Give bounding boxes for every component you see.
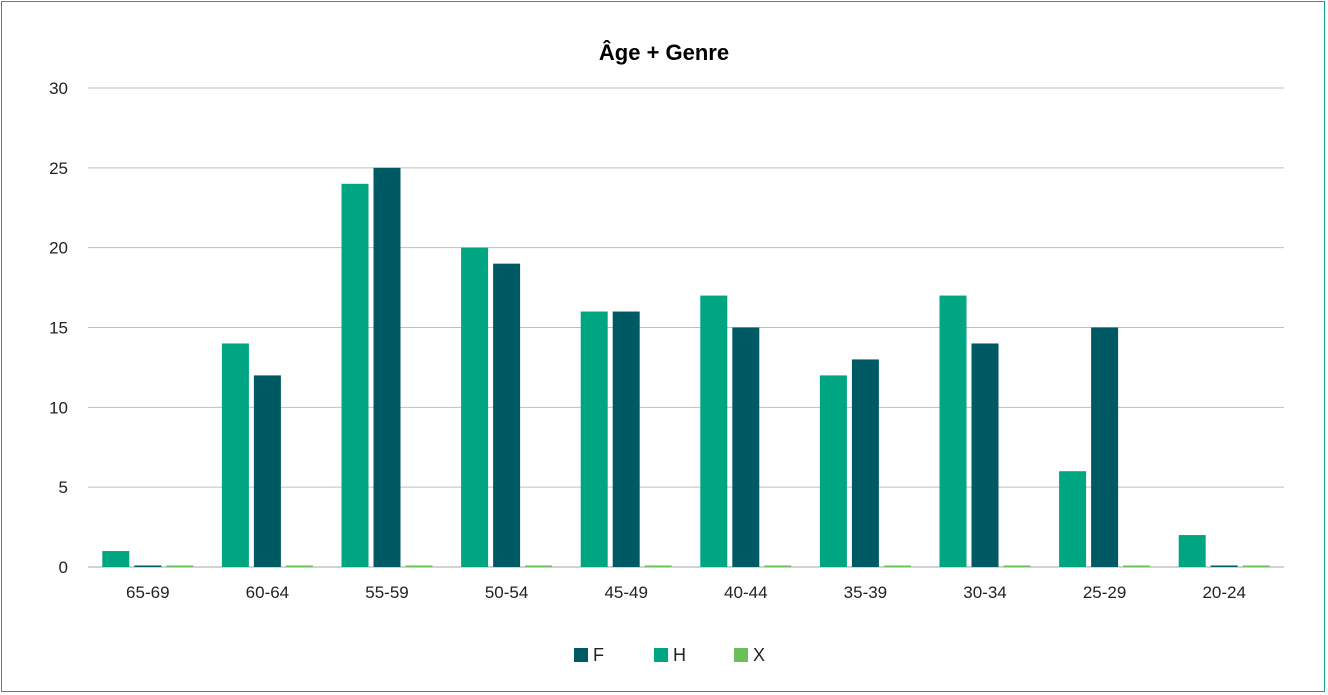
x-tick-label: 35-39	[844, 583, 887, 602]
x-tick-label: 65-69	[126, 583, 169, 602]
bar-h-20-24	[1178, 535, 1206, 567]
x-tick-label: 30-34	[963, 583, 1006, 602]
y-tick-label: 20	[49, 239, 68, 258]
bar-x-60-64	[285, 565, 313, 567]
x-tick-label: 50-54	[485, 583, 528, 602]
x-tick-label: 40-44	[724, 583, 767, 602]
y-axis-ticks: 0 5 10 15 20 25 30	[49, 79, 68, 577]
bar-f-45-49	[612, 311, 640, 567]
bar-h-40-44	[700, 295, 728, 567]
bar-x-65-69	[166, 565, 194, 567]
bar-f-65-69	[134, 565, 162, 567]
bar-h-35-39	[819, 375, 847, 567]
bar-h-55-59	[341, 183, 369, 568]
y-tick-label: 30	[49, 79, 68, 98]
bar-f-40-44	[732, 327, 760, 567]
y-tick-label: 25	[49, 159, 68, 178]
bar-h-65-69	[102, 551, 130, 567]
bar-f-30-34	[971, 343, 999, 567]
chart-title: Âge + Genre	[598, 40, 730, 65]
bar-h-50-54	[461, 247, 489, 567]
legend-label-h: H	[673, 645, 686, 665]
bar-f-25-29	[1091, 327, 1119, 567]
bar-f-55-59	[373, 167, 401, 568]
bar-x-20-24	[1242, 565, 1270, 567]
x-axis-ticks: 65-69 60-64 55-59 50-54 45-49 40-44 35-39 30-34…	[126, 583, 1246, 602]
bar-h-60-64	[221, 343, 249, 567]
legend-label-x: X	[753, 645, 765, 665]
bar-x-30-34	[1003, 565, 1031, 567]
x-tick-label: 20-24	[1202, 583, 1245, 602]
gridlines	[88, 87, 1284, 568]
bar-f-35-39	[851, 359, 879, 567]
y-tick-label: 5	[59, 478, 68, 497]
bar-x-55-59	[405, 565, 433, 567]
bar-x-40-44	[764, 565, 792, 567]
legend-swatch-x	[734, 648, 748, 662]
x-tick-label: 55-59	[365, 583, 408, 602]
legend-label-f: F	[593, 645, 604, 665]
y-tick-label: 10	[49, 398, 68, 417]
bar-h-25-29	[1059, 471, 1087, 567]
x-tick-label: 60-64	[246, 583, 289, 602]
bar-f-60-64	[253, 375, 281, 567]
bar-x-25-29	[1123, 565, 1151, 567]
x-tick-label: 45-49	[604, 583, 647, 602]
bar-h-45-49	[580, 311, 608, 567]
x-tick-label: 25-29	[1083, 583, 1126, 602]
bar-x-35-39	[883, 565, 911, 567]
legend-swatch-h	[654, 648, 668, 662]
bar-f-20-24	[1210, 565, 1238, 567]
y-tick-label: 0	[59, 558, 68, 577]
bars	[102, 167, 1270, 568]
y-tick-label: 15	[49, 319, 68, 338]
bar-x-45-49	[644, 565, 672, 567]
legend-swatch-f	[574, 648, 588, 662]
bar-f-50-54	[493, 263, 521, 567]
bar-x-50-54	[525, 565, 553, 567]
bar-h-30-34	[939, 295, 967, 567]
